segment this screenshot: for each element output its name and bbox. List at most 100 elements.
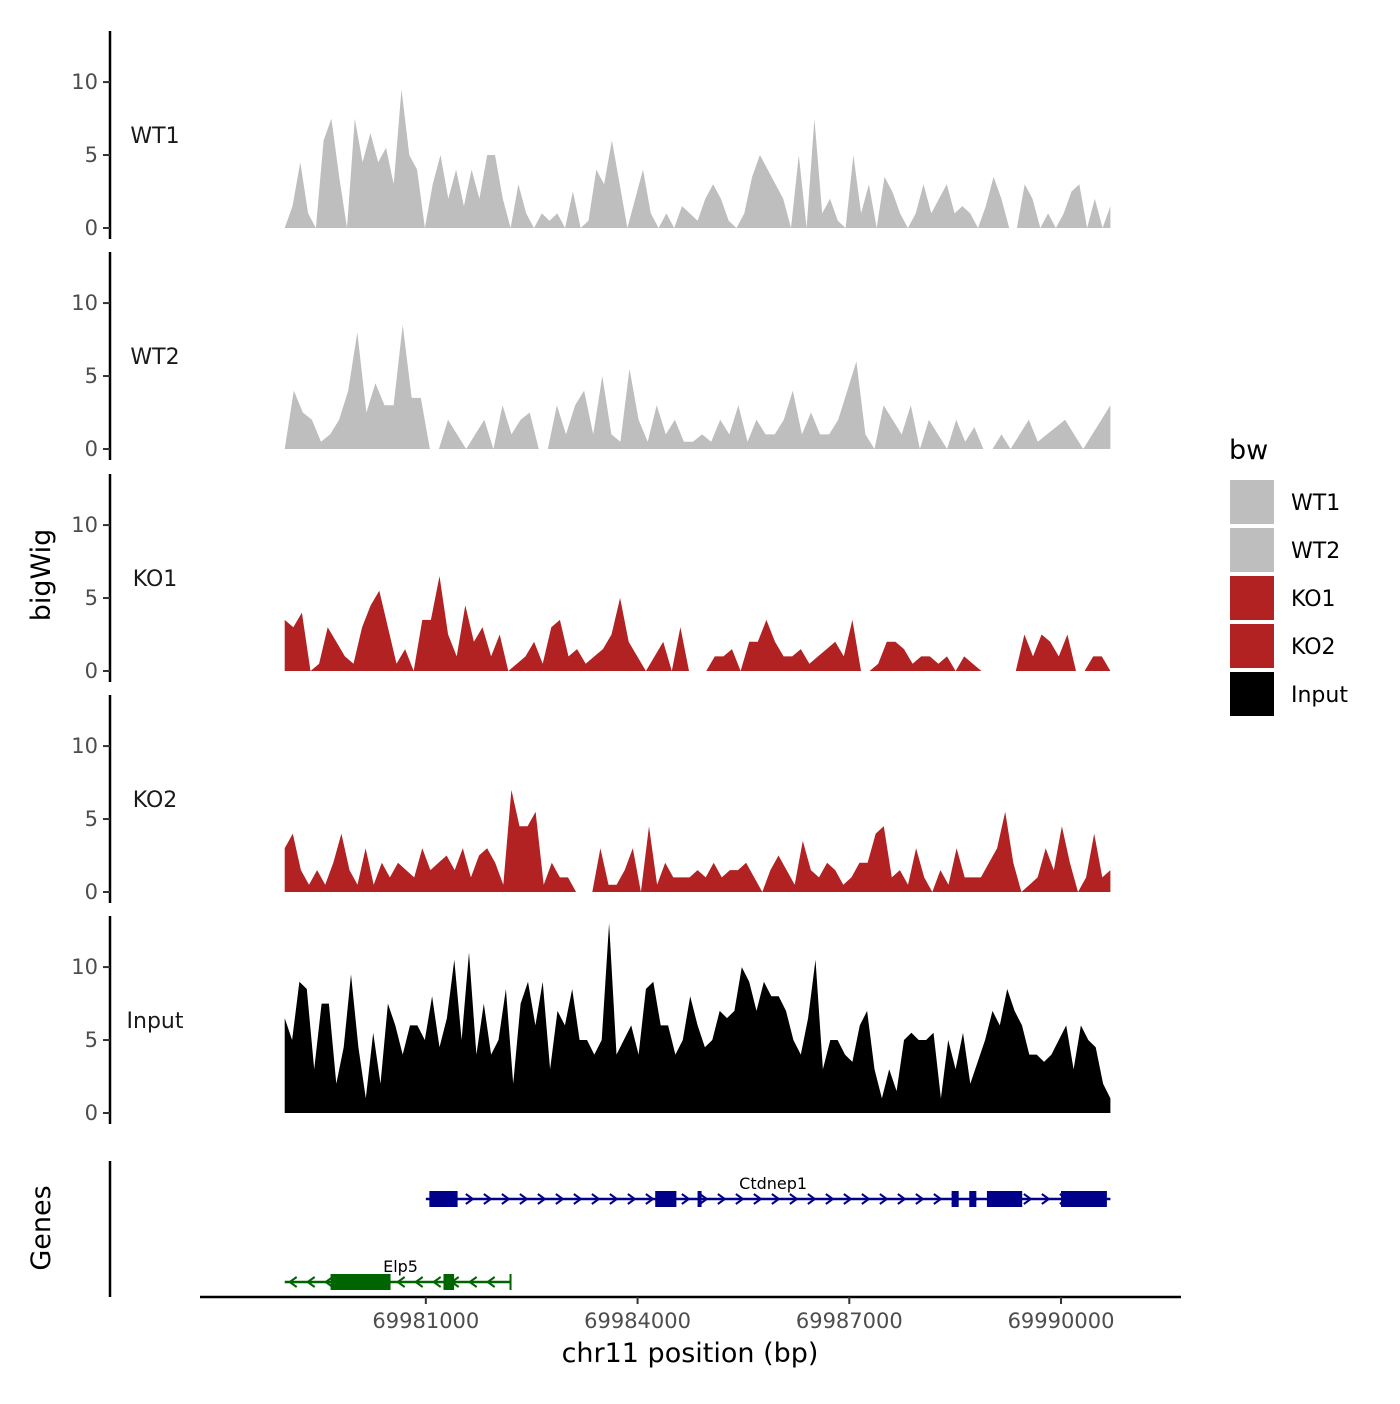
strand-chevron [1023, 1193, 1033, 1205]
strand-chevron [431, 1276, 442, 1288]
exon-block [443, 1274, 455, 1290]
track-panel-input: 0 5 10 Input [71, 916, 1111, 1125]
strand-chevron [861, 1193, 871, 1205]
track-panel-wt1: 0 5 10 WT1 [71, 31, 1111, 240]
track-label-wt1: WT1 [130, 124, 179, 149]
legend-swatch-wt2 [1230, 528, 1274, 572]
genes-panel: Ctdnep1 Elp5 [108, 1161, 1111, 1297]
strand-chevron [467, 1276, 478, 1288]
strand-chevron [483, 1193, 493, 1205]
strand-chevron [485, 1276, 496, 1288]
gene-ctdnep1: Ctdnep1 [425, 1174, 1111, 1207]
strand-chevron [789, 1193, 799, 1205]
y-tick-label: 5 [85, 807, 98, 831]
y-tick-label: 10 [71, 70, 98, 94]
exon-block [951, 1191, 959, 1207]
strand-chevron [413, 1276, 424, 1288]
y-tick-label: 5 [85, 143, 98, 167]
y-tick-label: 10 [71, 955, 98, 979]
strand-chevron [753, 1193, 763, 1205]
track-label-input: Input [127, 1009, 184, 1034]
legend-label-wt1: WT1 [1291, 491, 1340, 516]
exon-block [986, 1191, 1023, 1207]
track-label-wt2: WT2 [130, 345, 179, 370]
strand-chevron [519, 1193, 529, 1205]
y-tick-label: 0 [85, 437, 98, 461]
x-axis: 69981000 69984000 69987000 69990000 [200, 1295, 1181, 1333]
track-panel-ko2: 0 5 10 KO2 [71, 695, 1111, 904]
exon-block [429, 1191, 458, 1207]
legend-swatch-ko1 [1230, 576, 1274, 620]
gene-label-elp5: Elp5 [383, 1257, 418, 1276]
legend-title: bw [1229, 435, 1268, 466]
strand-chevron [807, 1193, 817, 1205]
track-label-ko1: KO1 [133, 567, 178, 592]
legend-swatch-wt1 [1230, 480, 1274, 524]
x-axis-title: chr11 position (bp) [562, 1338, 819, 1369]
coverage-area-wt1 [284, 89, 1111, 229]
y-tick-label: 5 [85, 586, 98, 610]
x-tick-label: 69984000 [584, 1309, 691, 1333]
track-panel-ko1: 0 5 10 KO1 [71, 474, 1111, 683]
strand-chevron [681, 1193, 691, 1205]
x-tick-label: 69987000 [796, 1309, 903, 1333]
exon-block [1061, 1191, 1107, 1207]
coverage-area-ko2 [284, 789, 1111, 892]
strand-chevron [591, 1193, 601, 1205]
strand-chevron [501, 1193, 511, 1205]
y-tick-label: 10 [71, 291, 98, 315]
y-axis-title: bigWig [26, 529, 57, 622]
strand-chevron [645, 1193, 655, 1205]
tracks-layer: 0 5 10 WT1 0 5 10 WT2 0 5 10 KO1 0 5 10 KO2 0 5 10 Input [71, 31, 1111, 1125]
coverage-area-wt2 [284, 325, 1111, 449]
gene-elp5: Elp5 [284, 1257, 512, 1290]
strand-chevron [609, 1193, 619, 1205]
legend-swatch-input [1230, 672, 1274, 716]
strand-chevron [573, 1193, 583, 1205]
coverage-area-ko1 [284, 576, 1111, 671]
strand-chevron [699, 1193, 709, 1205]
strand-chevron [771, 1193, 781, 1205]
y-tick-label: 0 [85, 216, 98, 240]
gene-label-ctdnep1: Ctdnep1 [739, 1174, 807, 1193]
y-tick-label: 0 [85, 659, 98, 683]
strand-chevron [825, 1193, 835, 1205]
strand-chevron [305, 1276, 316, 1288]
strand-chevron [717, 1193, 727, 1205]
strand-chevron [465, 1193, 475, 1205]
strand-chevron [287, 1276, 298, 1288]
strand-chevron [735, 1193, 745, 1205]
strand-chevron [323, 1276, 334, 1288]
y-tick-label: 5 [85, 364, 98, 388]
legend-label-ko1: KO1 [1291, 587, 1336, 612]
y-tick-label: 10 [71, 734, 98, 758]
legend: bw WT1 WT2 KO1 KO2 Input [1229, 435, 1348, 716]
coverage-area-input [284, 923, 1111, 1113]
strand-chevron [1041, 1193, 1051, 1205]
legend-label-input: Input [1291, 683, 1348, 708]
exon-block [655, 1191, 677, 1207]
legend-swatch-ko2 [1230, 624, 1274, 668]
strand-chevron [395, 1276, 406, 1288]
exon-block [330, 1274, 391, 1290]
y-tick-label: 5 [85, 1028, 98, 1052]
y-tick-label: 10 [71, 513, 98, 537]
genes-axis-title: Genes [26, 1185, 57, 1270]
strand-chevron [879, 1193, 889, 1205]
track-label-ko2: KO2 [133, 788, 178, 813]
strand-chevron [915, 1193, 925, 1205]
exon-block [969, 1191, 977, 1207]
strand-chevron [555, 1193, 565, 1205]
strand-chevron [627, 1193, 637, 1205]
y-tick-label: 0 [85, 1101, 98, 1125]
strand-chevron [933, 1193, 943, 1205]
legend-label-ko2: KO2 [1291, 635, 1336, 660]
strand-chevron [897, 1193, 907, 1205]
y-tick-label: 0 [85, 880, 98, 904]
track-panel-wt2: 0 5 10 WT2 [71, 252, 1111, 461]
x-tick-label: 69981000 [372, 1309, 479, 1333]
exon-block [697, 1191, 702, 1207]
legend-label-wt2: WT2 [1291, 539, 1340, 564]
